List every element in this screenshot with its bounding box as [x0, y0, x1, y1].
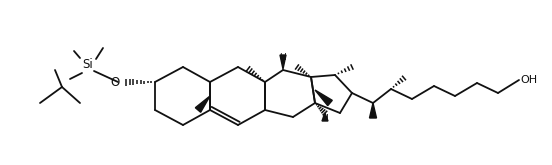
Text: O: O	[111, 76, 120, 88]
Polygon shape	[280, 55, 286, 69]
Text: Si: Si	[83, 59, 93, 71]
Polygon shape	[195, 96, 210, 112]
Polygon shape	[315, 90, 332, 106]
Text: H: H	[280, 53, 286, 62]
Polygon shape	[369, 103, 376, 118]
Text: H: H	[322, 114, 328, 123]
Text: OH: OH	[520, 75, 537, 85]
Polygon shape	[322, 113, 328, 121]
